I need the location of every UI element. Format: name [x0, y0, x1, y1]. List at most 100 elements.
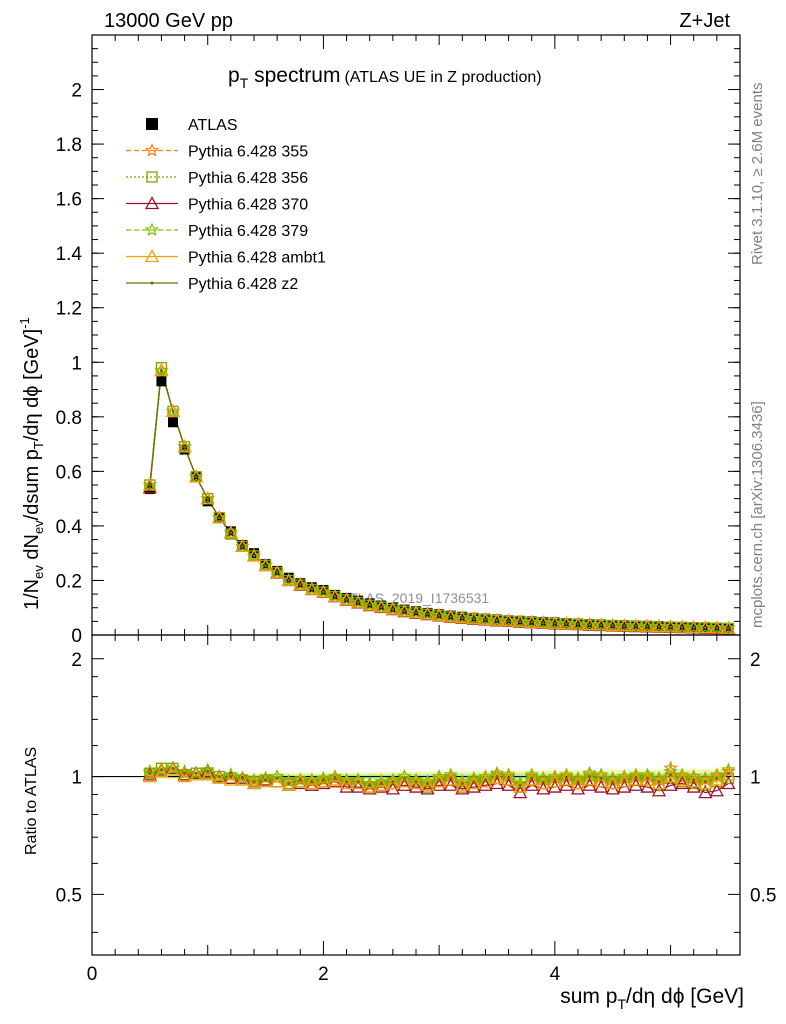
ratio-point — [513, 779, 528, 793]
data-point — [156, 376, 167, 387]
data-point — [686, 620, 701, 634]
ratio-point — [217, 775, 221, 779]
data-point — [408, 605, 424, 619]
ratio-point — [258, 774, 273, 788]
data-point — [235, 539, 250, 553]
ratio-point — [651, 783, 667, 797]
ratio-point — [576, 780, 580, 784]
data-point — [194, 475, 198, 479]
ratio-point — [212, 770, 227, 784]
ratio-point — [408, 776, 424, 790]
data-point — [362, 597, 377, 612]
data-point — [183, 445, 187, 449]
data-point — [345, 598, 349, 602]
ratio-point — [478, 777, 493, 791]
ratio-point — [489, 770, 505, 784]
data-point — [513, 614, 528, 628]
data-point — [144, 484, 155, 495]
x-tick-label: 4 — [550, 964, 561, 985]
ratio-point — [518, 783, 522, 787]
data-point — [402, 609, 406, 613]
ratio-point — [640, 772, 655, 786]
ratio-point — [599, 776, 603, 780]
data-point — [165, 403, 181, 418]
data-point — [385, 601, 400, 615]
ratio-point — [692, 778, 696, 782]
ratio-point — [675, 772, 690, 786]
legend-entry: ATLAS — [146, 117, 238, 134]
ratio-point — [374, 777, 389, 791]
main-panel: 00.20.40.60.811.21.41.61.82 ATLAS_2019_I… — [56, 34, 741, 647]
data-point — [298, 583, 302, 587]
ratio-point — [530, 776, 534, 780]
data-point — [316, 584, 331, 599]
data-point — [379, 605, 383, 609]
data-point — [287, 578, 291, 582]
ratio-point — [472, 780, 476, 784]
main-y-tick-label: 1.2 — [56, 299, 82, 320]
ratio-point — [645, 776, 649, 780]
x-axis-label: sum pT/dη dϕ [GeV] — [560, 985, 744, 1012]
data-point — [258, 557, 273, 572]
data-point — [327, 588, 343, 603]
data-point — [217, 516, 221, 520]
ratio-point — [721, 767, 736, 781]
data-point — [339, 592, 354, 606]
ratio-point — [680, 776, 684, 780]
ratio-point — [189, 765, 204, 779]
data-point — [605, 617, 620, 632]
ratio-point — [634, 776, 638, 780]
ratio-point — [605, 776, 620, 790]
ratio-y-tick-label-right: 1 — [750, 768, 761, 789]
data-point — [148, 483, 152, 487]
ratio-point — [293, 772, 308, 787]
data-point — [512, 613, 528, 628]
ratio-point — [559, 772, 574, 786]
data-point — [455, 610, 470, 624]
ratio-point — [333, 776, 337, 780]
ratio-frame — [91, 634, 741, 956]
ratio-point — [246, 776, 262, 790]
ratio-point — [709, 783, 724, 797]
data-point — [200, 491, 215, 505]
data-point — [593, 617, 609, 632]
data-point — [674, 619, 690, 634]
ratio-point — [432, 777, 447, 791]
data-point — [414, 611, 418, 615]
data-point — [171, 409, 175, 413]
data-point — [154, 363, 169, 377]
data-point — [212, 510, 227, 524]
ratio-point — [188, 765, 204, 780]
ratio-point — [310, 780, 314, 784]
data-point — [270, 564, 285, 578]
ratio-point — [711, 776, 723, 788]
data-point — [721, 620, 736, 635]
ratio-x-axis: 0 2 4 — [87, 635, 741, 985]
data-point — [489, 612, 505, 627]
ratio-point — [165, 762, 181, 776]
ratio-point — [483, 778, 487, 782]
ratio-point — [339, 779, 354, 793]
ratio-point — [669, 773, 673, 777]
main-series-markers — [142, 362, 736, 635]
data-point — [420, 606, 435, 621]
ratio-point — [235, 772, 250, 786]
data-point — [657, 625, 661, 629]
main-y-tick-label: 0.4 — [56, 517, 83, 538]
data-point — [675, 619, 690, 633]
ratio-point — [715, 776, 719, 780]
data-point — [327, 588, 343, 602]
ratio-point — [570, 776, 586, 790]
data-point — [478, 611, 493, 626]
ratio-point — [154, 762, 169, 777]
data-point — [640, 618, 655, 632]
data-point — [582, 617, 597, 631]
legend-marker — [144, 142, 160, 157]
ratio-point — [270, 774, 285, 788]
ratio-point — [420, 781, 435, 795]
ratio-point — [200, 764, 215, 778]
data-point — [507, 619, 511, 623]
ratio-panel: 0.5 0.5 1 1 2 2 0 2 4 — [56, 634, 776, 985]
data-point — [536, 615, 551, 629]
